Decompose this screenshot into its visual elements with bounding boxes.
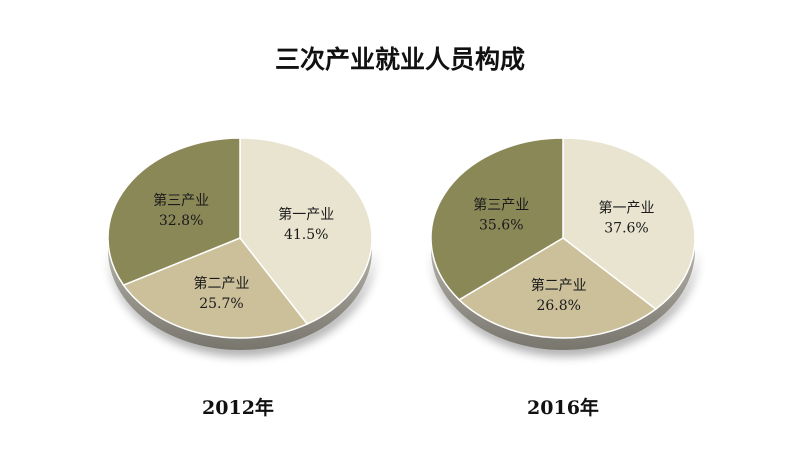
pie-slice-first <box>239 137 373 325</box>
slice-category-label: 第一产业 <box>278 206 334 223</box>
pie-2016: 第一产业 37.6% 第二产业 26.8% 第三产业 35.6% <box>430 137 696 350</box>
slice-value-label: 35.6% <box>479 218 523 234</box>
pie-slice-first <box>562 137 696 311</box>
pie-2016-caption: 2016年 <box>527 397 599 419</box>
slice-category-label: 第一产业 <box>598 200 654 217</box>
slice-value-label: 26.8% <box>536 298 580 314</box>
pie-slice-second <box>457 237 657 339</box>
slice-category-label: 第二产业 <box>193 275 249 292</box>
slice-category-label: 第三产业 <box>473 197 529 214</box>
slice-value-label: 37.6% <box>604 221 648 237</box>
slice-value-label: 32.8% <box>159 213 203 229</box>
pie-slice-second <box>122 237 309 339</box>
slice-category-label: 第三产业 <box>153 192 209 209</box>
pie-slice-third <box>107 137 241 286</box>
slice-category-label: 第二产业 <box>531 277 587 294</box>
pie-2012-caption: 2012年 <box>202 397 274 419</box>
chart-title: 三次产业就业人员构成 <box>274 45 525 74</box>
pie-slice-third <box>430 137 564 301</box>
slice-value-label: 41.5% <box>284 227 328 243</box>
pie-2012: 第一产业 41.5% 第二产业 25.7% 第三产业 32.8% <box>107 137 373 350</box>
slice-value-label: 25.7% <box>199 296 243 312</box>
